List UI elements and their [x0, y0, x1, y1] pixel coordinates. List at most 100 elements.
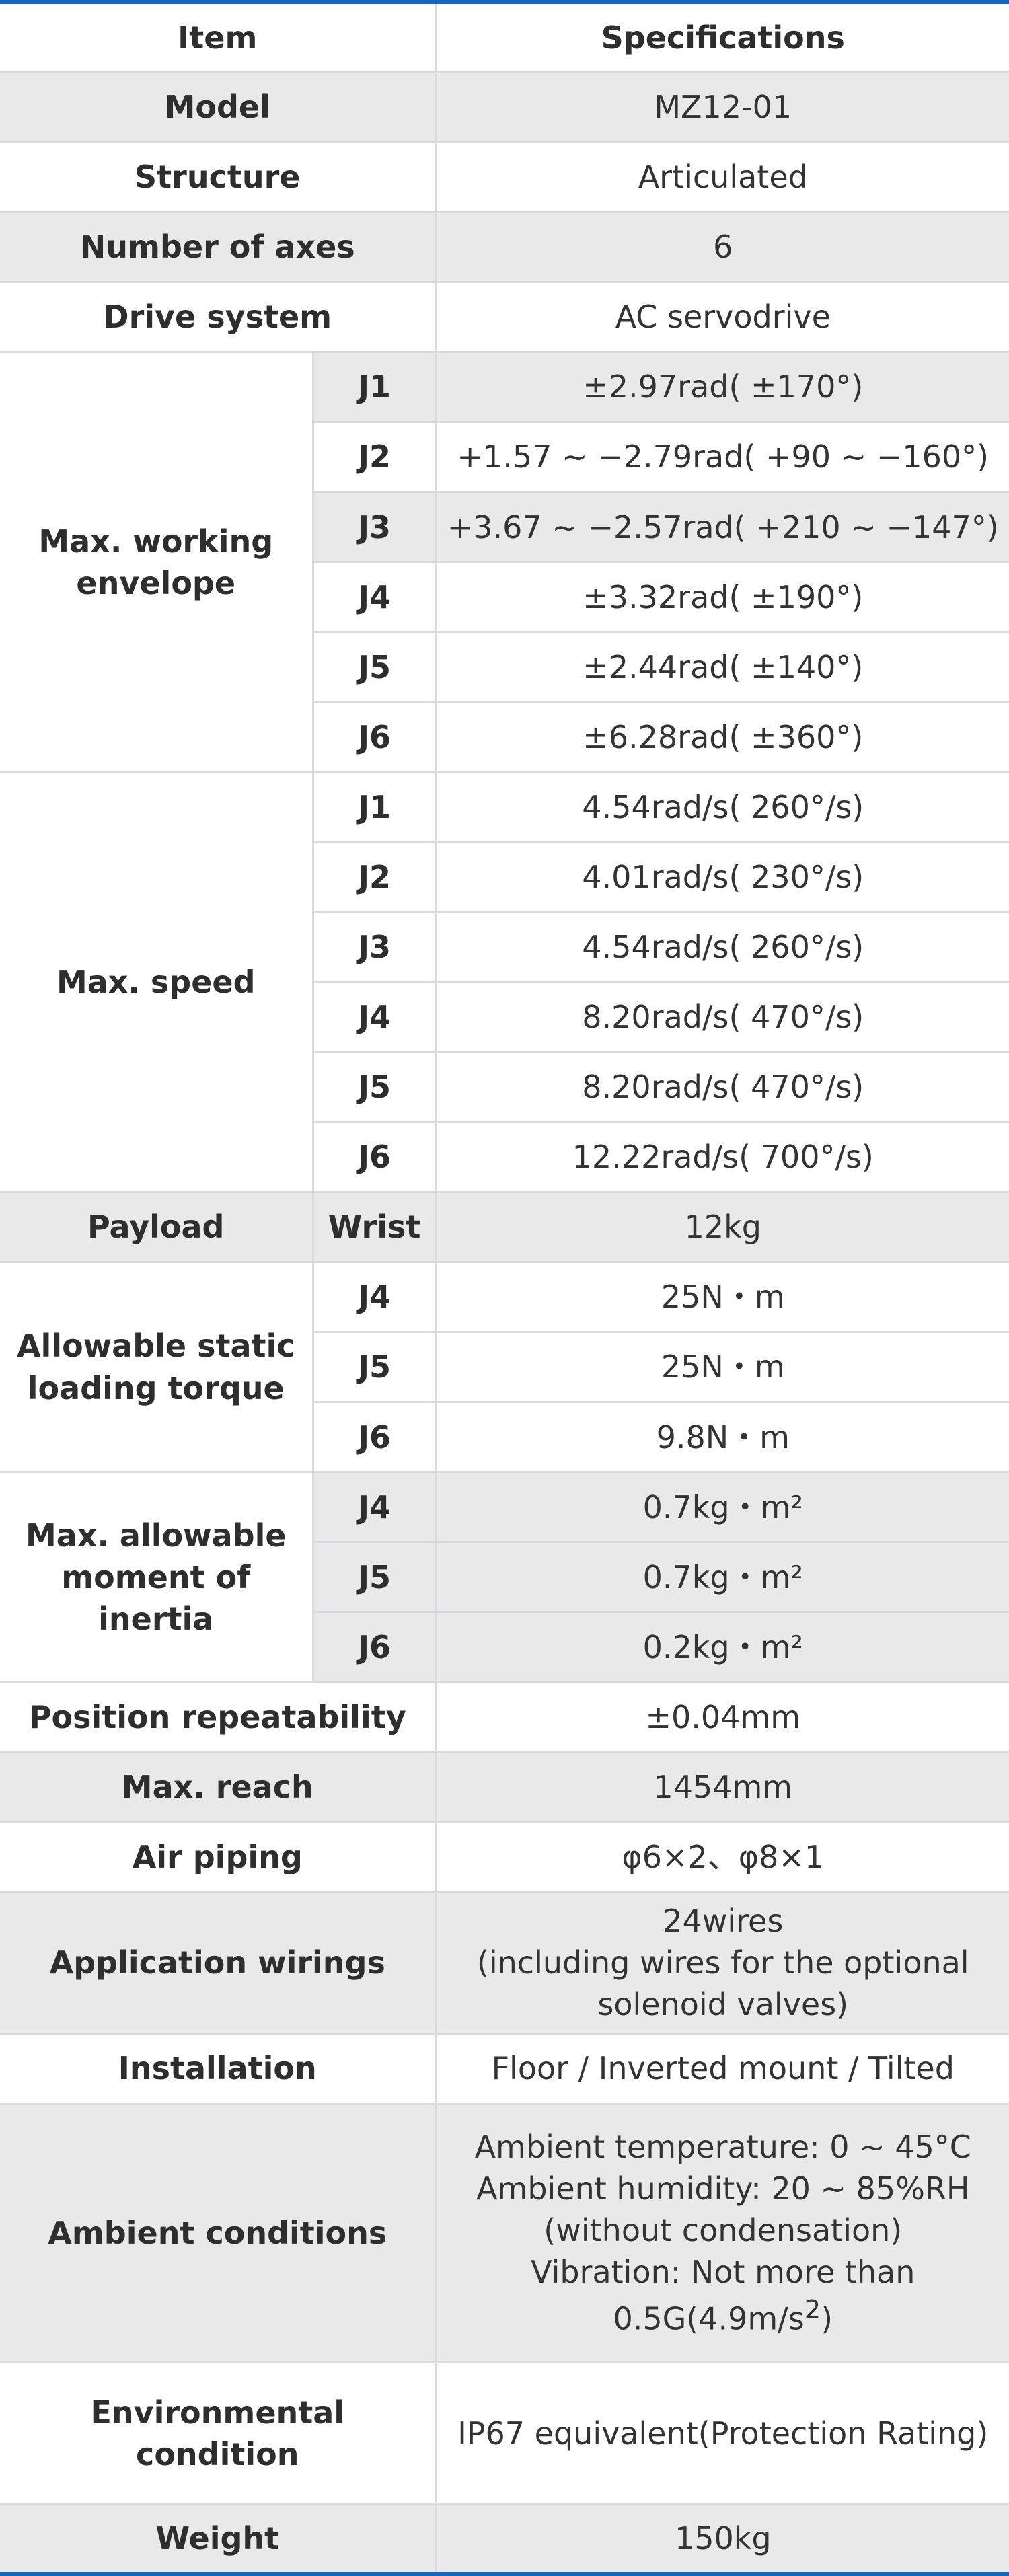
envelope-value: +1.57 ~ −2.79rad( +90 ~ −160°) — [435, 420, 1009, 494]
axes-value: 6 — [435, 211, 1009, 283]
envelope-value: ±2.97rad( ±170°) — [435, 350, 1009, 423]
ambient-label: Ambient conditions — [0, 2102, 437, 2364]
torque-joint: J6 — [313, 1401, 437, 1474]
table-row-envelope-j5: J5 ±2.44rad( ±140°) — [0, 631, 1009, 704]
table-row-inertia-j6: J6 0.2kg・m² — [0, 1611, 1009, 1683]
weight-label: Weight — [0, 2503, 437, 2574]
speed-value: 8.20rad/s( 470°/s) — [435, 981, 1009, 1053]
envelope-joint: J5 — [313, 631, 437, 704]
header-item: Item — [0, 2, 437, 73]
table-row-torque-j5: J5 25N・m — [0, 1330, 1009, 1404]
air-label: Air piping — [0, 1821, 437, 1893]
table-row-air: Air piping φ6×2、φ8×1 — [0, 1821, 1009, 1893]
table-row-envelope-j2: J2 +1.57 ~ −2.79rad( +90 ~ −160°) — [0, 420, 1009, 494]
envelope-value: ±2.44rad( ±140°) — [435, 631, 1009, 704]
table-row-envelope-j1: Max. working envelope J1 ±2.97rad( ±170°… — [0, 350, 1009, 773]
torque-label-line1: Allowable static — [16, 1328, 295, 1365]
model-label: Model — [0, 71, 437, 143]
envelope-joint: J4 — [313, 561, 437, 634]
table-row-speed-j3: J3 4.54rad/s( 260°/s) — [0, 911, 1009, 983]
envelope-label-line1: Max. working — [38, 523, 274, 560]
envelope-label: Max. working envelope — [0, 350, 314, 773]
speed-value: 12.22rad/s( 700°/s) — [435, 1121, 1009, 1193]
table-row-drive: Drive system AC servodrive — [0, 280, 1009, 353]
installation-label: Installation — [0, 2032, 437, 2105]
table-row-environmental: Environmental condition IP67 equivalent(… — [0, 2361, 1009, 2505]
inertia-value: 0.7kg・m² — [435, 1471, 1009, 1544]
speed-value: 4.54rad/s( 260°/s) — [435, 771, 1009, 843]
table-row-payload: Payload Wrist 12kg — [0, 1190, 1009, 1263]
table-row-speed-j4: J4 8.20rad/s( 470°/s) — [0, 981, 1009, 1053]
axes-label: Number of axes — [0, 211, 437, 283]
envelope-joint: J2 — [313, 420, 437, 494]
envelope-joint: J6 — [313, 701, 437, 773]
ambient-line5: 0.5G(4.9m/s2) — [443, 2293, 1004, 2339]
drive-label: Drive system — [0, 280, 437, 353]
payload-sub: Wrist — [311, 1190, 437, 1263]
drive-value: AC servodrive — [435, 280, 1009, 353]
envelope-value: +3.67 ~ −2.57rad( +210 ~ −147°) — [435, 491, 1009, 564]
table-row-envelope-j4: J4 ±3.32rad( ±190°) — [0, 561, 1009, 634]
table-row-inertia-j5: J5 0.7kg・m² — [0, 1541, 1009, 1614]
speed-joint: J3 — [313, 911, 437, 983]
speed-value: 8.20rad/s( 470°/s) — [435, 1051, 1009, 1123]
environmental-label: Environmental condition — [0, 2361, 437, 2505]
table-row-weight: Weight 150kg — [0, 2503, 1009, 2574]
structure-value: Articulated — [435, 141, 1009, 213]
ambient-line4: Vibration: Not more than — [531, 2254, 915, 2291]
ambient-line5-end: ) — [821, 2300, 833, 2337]
speed-value: 4.54rad/s( 260°/s) — [435, 911, 1009, 983]
table-row-ambient: Ambient conditions Ambient temperature: … — [0, 2102, 1009, 2364]
speed-joint: J2 — [313, 841, 437, 913]
table-row-torque-j4: Allowable static loading torque J4 25N・m — [0, 1260, 1009, 1474]
speed-joint: J1 — [311, 771, 437, 843]
ambient-line1: Ambient temperature: 0 ~ 45°C — [474, 2129, 971, 2166]
air-value: φ6×2、φ8×1 — [435, 1821, 1009, 1893]
speed-joint: J5 — [313, 1051, 437, 1123]
wirings-label: Application wirings — [0, 1891, 437, 2035]
speed-label: Max. speed — [0, 771, 314, 1193]
installation-value: Floor / Inverted mount / Tilted — [435, 2032, 1009, 2105]
torque-value: 25N・m — [435, 1260, 1009, 1333]
repeatability-label: Position repeatability — [0, 1681, 437, 1753]
payload-value: 12kg — [435, 1190, 1009, 1263]
table-row-torque-j6: J6 9.8N・m — [0, 1401, 1009, 1474]
wirings-value: 24wires (including wires for the optiona… — [435, 1891, 1009, 2035]
torque-value: 25N・m — [435, 1330, 1009, 1404]
inertia-value: 0.2kg・m² — [435, 1611, 1009, 1683]
torque-label-line2: loading torque — [27, 1369, 285, 1406]
payload-label: Payload — [0, 1190, 314, 1263]
envelope-joint: J1 — [311, 350, 437, 423]
speed-joint: J6 — [313, 1121, 437, 1193]
inertia-joint: J6 — [313, 1611, 437, 1683]
environmental-label-line1: Environmental — [90, 2394, 345, 2431]
table-row-speed-j6: J6 12.22rad/s( 700°/s) — [0, 1121, 1009, 1193]
table-row-envelope-j3: J3 +3.67 ~ −2.57rad( +210 ~ −147°) — [0, 491, 1009, 564]
envelope-value: ±3.32rad( ±190°) — [435, 561, 1009, 634]
table-row-speed-j2: J2 4.01rad/s( 230°/s) — [0, 841, 1009, 913]
repeatability-value: ±0.04mm — [435, 1681, 1009, 1753]
torque-joint: J5 — [313, 1330, 437, 1404]
inertia-label: Max. allowable moment of inertia — [0, 1471, 314, 1683]
table-row-axes: Number of axes 6 — [0, 211, 1009, 283]
table-row-speed-j1: Max. speed J1 4.54rad/s( 260°/s) — [0, 771, 1009, 1193]
environmental-label-line2: condition — [136, 2435, 299, 2472]
ambient-line3: (without condensation) — [544, 2212, 903, 2249]
header-specifications: Specifications — [435, 2, 1009, 73]
table-row-structure: Structure Articulated — [0, 141, 1009, 213]
torque-joint: J4 — [311, 1260, 437, 1333]
model-value: MZ12-01 — [435, 71, 1009, 143]
table-row-reach: Max. reach 1454mm — [0, 1751, 1009, 1823]
table-row-speed-j5: J5 8.20rad/s( 470°/s) — [0, 1051, 1009, 1123]
table-row-model: Model MZ12-01 — [0, 71, 1009, 143]
inertia-value: 0.7kg・m² — [435, 1541, 1009, 1614]
header-row: Item Specifications — [0, 2, 1009, 73]
inertia-label-line3: inertia — [98, 1600, 214, 1637]
envelope-value: ±6.28rad( ±360°) — [435, 701, 1009, 773]
inertia-joint: J4 — [311, 1471, 437, 1544]
inertia-label-line1: Max. allowable — [25, 1517, 287, 1554]
table-row-installation: Installation Floor / Inverted mount / Ti… — [0, 2032, 1009, 2105]
ambient-value: Ambient temperature: 0 ~ 45°C Ambient hu… — [435, 2102, 1009, 2364]
weight-value: 150kg — [435, 2503, 1009, 2574]
